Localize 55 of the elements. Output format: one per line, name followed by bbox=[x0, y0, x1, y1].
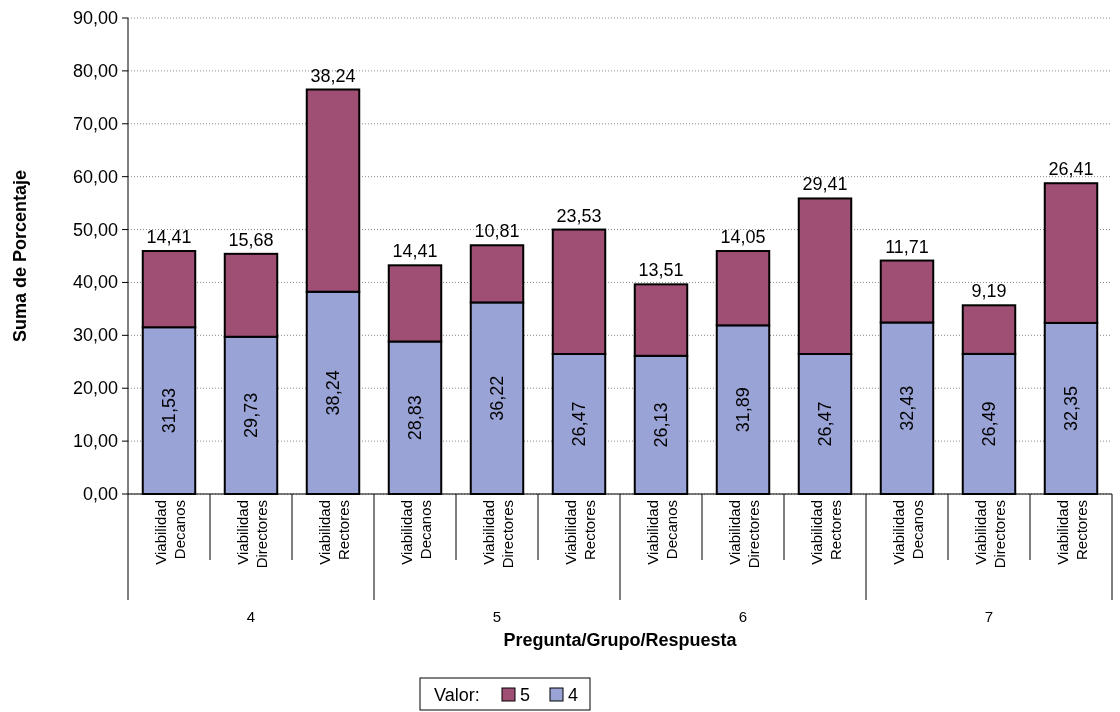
data-label: 23,53 bbox=[556, 205, 602, 226]
y-tick-label: 80,00 bbox=[72, 60, 118, 81]
data-label: 29,41 bbox=[802, 174, 848, 195]
data-label: 38,24 bbox=[310, 65, 356, 86]
data-label: 9,19 bbox=[971, 281, 1007, 302]
y-tick-label: 0,00 bbox=[82, 484, 118, 504]
y-tick-label: 30,00 bbox=[72, 325, 118, 346]
data-label: 13,51 bbox=[638, 260, 684, 281]
data-label: 38,24 bbox=[323, 370, 343, 416]
data-label: 31,53 bbox=[159, 388, 179, 434]
data-label: 29,73 bbox=[241, 392, 261, 438]
data-label: 11,71 bbox=[885, 236, 929, 257]
x-tick-label: Viabilidad Directores bbox=[480, 500, 516, 569]
y-tick-label: 70,00 bbox=[72, 113, 118, 134]
data-label: 32,43 bbox=[897, 385, 917, 431]
text: 4 bbox=[246, 608, 256, 625]
legend-label: 5 bbox=[520, 685, 531, 705]
data-label: 28,83 bbox=[405, 395, 425, 441]
x-tick-label: Viabilidad Decanos bbox=[644, 500, 680, 565]
x-axis-title: Pregunta/Grupo/Respuesta bbox=[503, 630, 738, 650]
y-tick-label: 40,00 bbox=[72, 272, 118, 293]
data-label: 26,13 bbox=[651, 402, 671, 448]
data-label: 32,35 bbox=[1061, 385, 1081, 431]
data-label: 14,41 bbox=[146, 227, 192, 248]
x-tick-label: Viabilidad Directores bbox=[234, 500, 270, 569]
y-tick-label: 50,00 bbox=[72, 219, 118, 240]
x-tick-label: Viabilidad Directores bbox=[972, 500, 1008, 569]
x-tick-label: Viabilidad Rectores bbox=[316, 500, 352, 565]
x-tick-label: Viabilidad Rectores bbox=[562, 500, 598, 565]
text: 6 bbox=[738, 608, 748, 625]
text: 7 bbox=[984, 608, 994, 625]
text: 5 bbox=[492, 608, 502, 625]
data-label: 14,05 bbox=[720, 227, 766, 248]
y-tick-label: 60,00 bbox=[72, 166, 118, 187]
data-label: 31,89 bbox=[733, 387, 753, 433]
x-tick-label: Viabilidad Decanos bbox=[890, 500, 926, 565]
data-label: 36,22 bbox=[487, 375, 507, 421]
y-tick-label: 90,00 bbox=[72, 8, 118, 28]
x-tick-label: Viabilidad Decanos bbox=[152, 500, 188, 565]
data-label: 26,47 bbox=[569, 401, 589, 447]
data-label: 26,47 bbox=[815, 401, 835, 447]
legend-label: 4 bbox=[568, 685, 579, 705]
y-axis-title: Suma de Porcentaje bbox=[10, 169, 30, 343]
y-tick-label: 10,00 bbox=[72, 431, 118, 452]
data-label: 10,81 bbox=[474, 221, 520, 242]
x-tick-label: Viabilidad Directores bbox=[726, 500, 762, 569]
data-label: 15,68 bbox=[228, 229, 274, 250]
x-tick-label: Viabilidad Rectores bbox=[1054, 500, 1090, 565]
legend-title: Valor: bbox=[434, 685, 480, 705]
x-tick-label: Viabilidad Rectores bbox=[808, 500, 844, 565]
data-label: 26,41 bbox=[1048, 159, 1094, 180]
data-label: 14,41 bbox=[392, 241, 438, 262]
x-tick-label: Viabilidad Decanos bbox=[398, 500, 434, 565]
y-tick-label: 20,00 bbox=[72, 378, 118, 399]
data-label: 26,49 bbox=[979, 401, 999, 447]
